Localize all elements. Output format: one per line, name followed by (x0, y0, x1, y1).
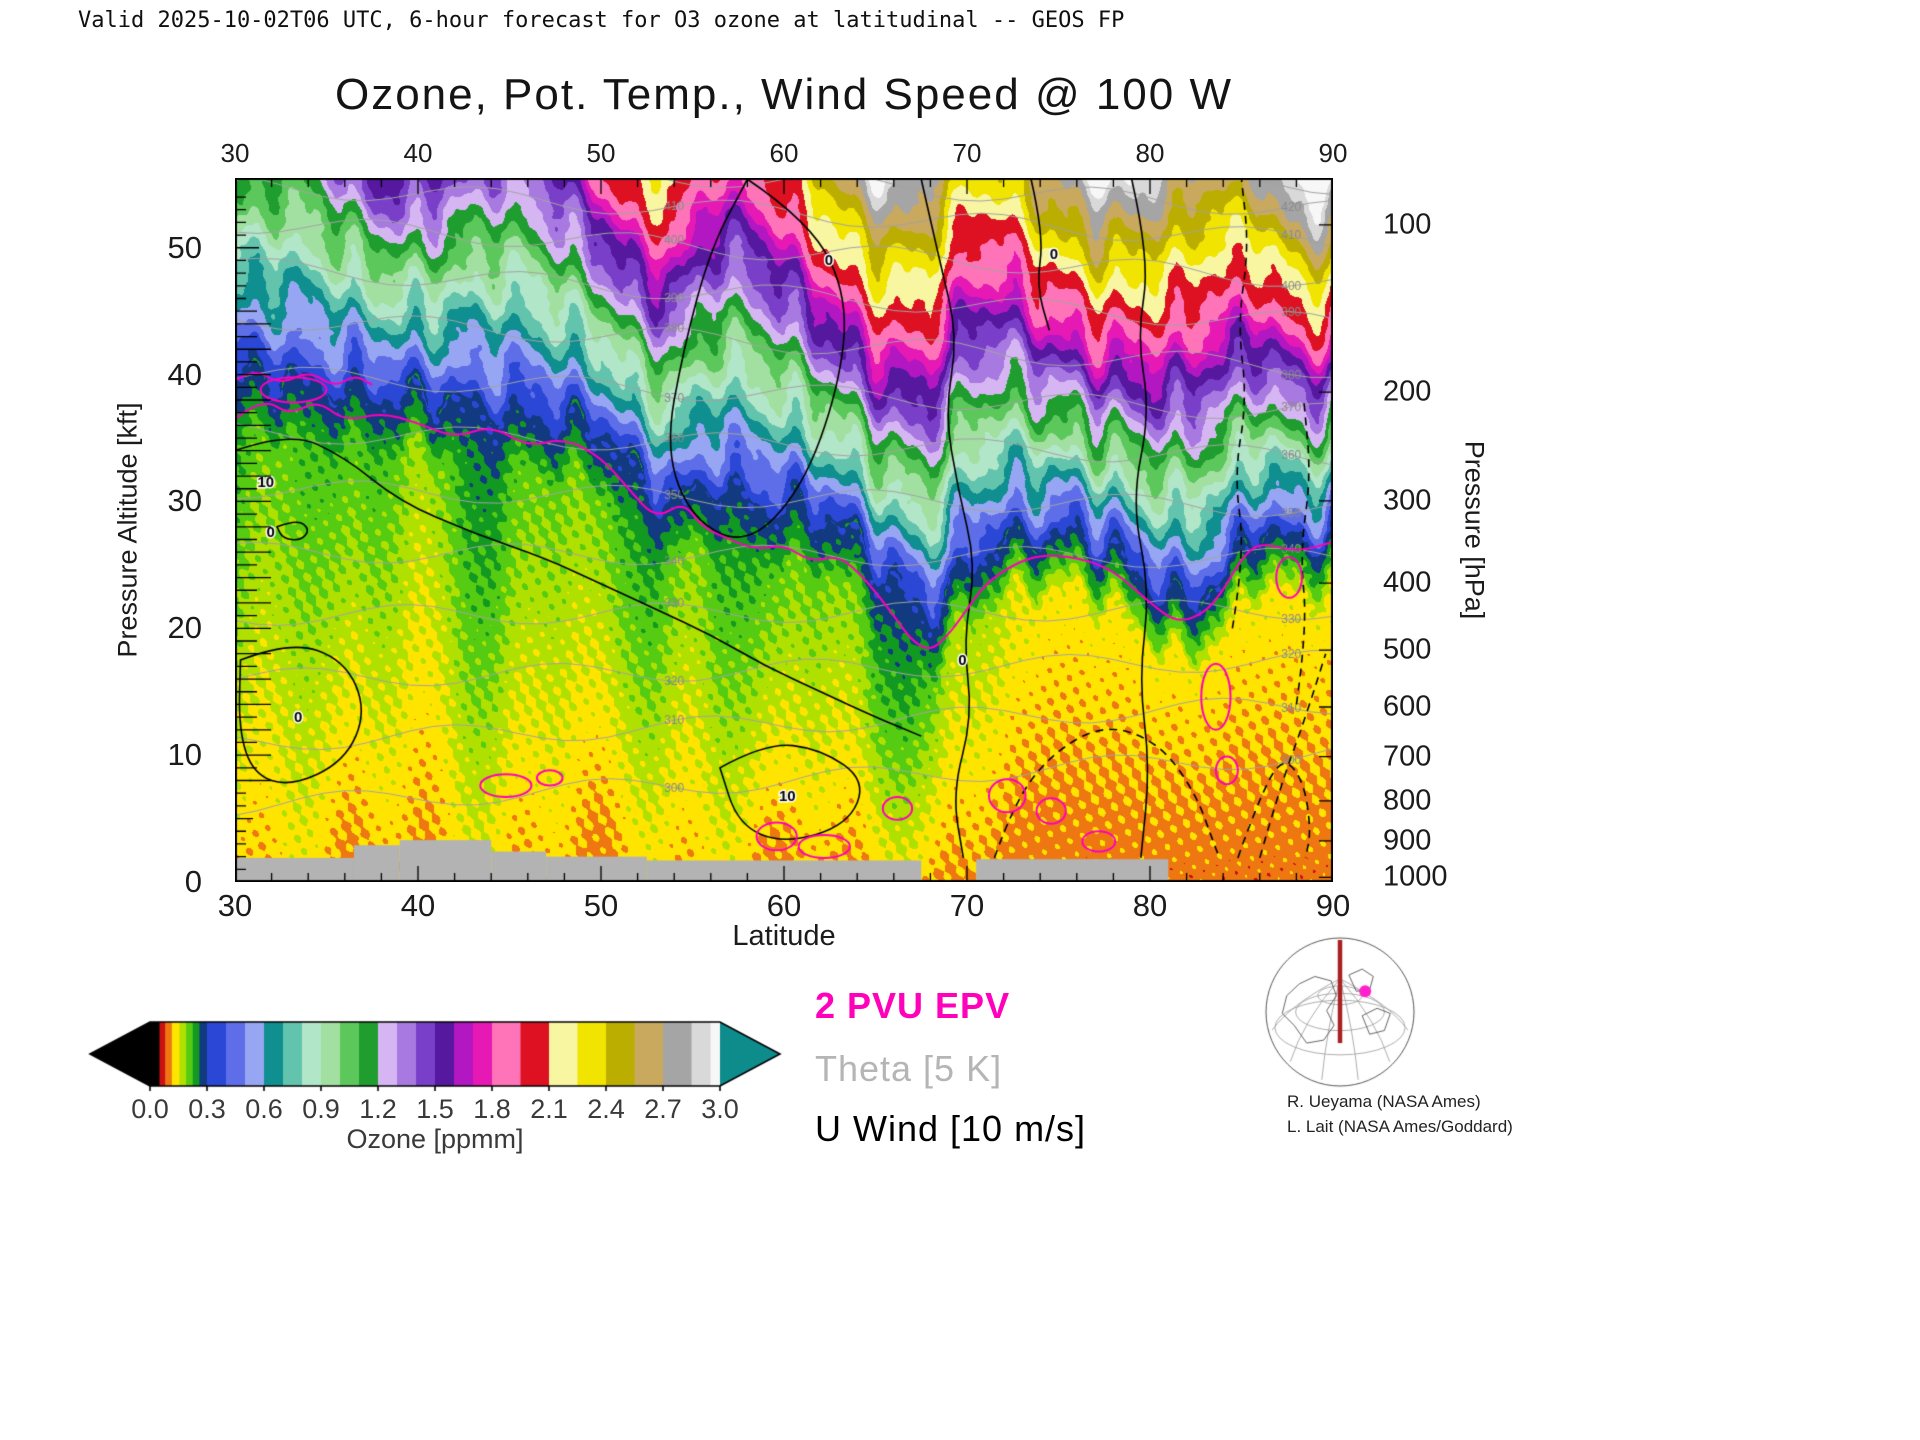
x-tick-label-top: 80 (1135, 138, 1165, 168)
x-tick-label: 30 (217, 888, 253, 923)
x-tick-label-top: 90 (1318, 138, 1348, 168)
y-tick-label-right: 200 (1383, 375, 1432, 408)
x-tick-label-top: 40 (403, 138, 433, 168)
x-tick-label-top: 60 (769, 138, 799, 168)
colorbar-tick-label: 1.8 (473, 1094, 511, 1124)
y-tick-label-left: 40 (167, 356, 202, 392)
legend-uwind: U Wind [10 m/s] (815, 1108, 1087, 1149)
colorbar-label: Ozone [ppmm] (346, 1124, 524, 1154)
x-tick-label-top: 50 (586, 138, 616, 168)
colorbar-tick-label: 0.9 (302, 1094, 340, 1124)
cross-section-plot (235, 178, 1333, 882)
location-globe-inset (1240, 930, 1445, 1090)
y-axis-label-right: Pressure [hPa] (1459, 440, 1490, 620)
colorbar-tick-label: 0.6 (245, 1094, 283, 1124)
x-tick-label: 60 (766, 888, 802, 923)
y-tick-label-right: 1000 (1383, 860, 1448, 893)
y-tick-label-right: 100 (1383, 208, 1432, 241)
y-tick-label-right: 900 (1383, 824, 1432, 857)
x-tick-label: 70 (949, 888, 985, 923)
y-tick-label-right: 800 (1383, 784, 1432, 817)
y-axis-label-left: Pressure Altitude [kft] (112, 402, 143, 658)
y-tick-label-right: 300 (1383, 484, 1432, 517)
y-tick-label-left: 0 (184, 864, 202, 899)
y-tick-label-right: 600 (1383, 690, 1432, 723)
x-tick-label-top: 70 (952, 138, 982, 168)
x-axis-label: Latitude (732, 920, 836, 952)
x-tick-label: 50 (583, 888, 619, 923)
y-tick-label-right: 700 (1383, 740, 1432, 773)
cross-section-canvas (235, 178, 1333, 882)
y-tick-label-right: 500 (1383, 633, 1432, 666)
colorbar-tick-label: 2.1 (530, 1094, 568, 1124)
y-tick-label-left: 10 (167, 737, 202, 773)
colorbar-tick-label: 1.2 (359, 1094, 397, 1124)
y-tick-label-left: 30 (167, 483, 202, 519)
x-tick-label: 40 (400, 888, 436, 923)
colorbar-tick-label: 2.4 (587, 1094, 625, 1124)
y-tick-label-left: 50 (167, 229, 202, 265)
y-tick-label-right: 400 (1383, 566, 1432, 599)
colorbar-tick-label: 0.3 (188, 1094, 226, 1124)
colorbar-tick-label: 1.5 (416, 1094, 454, 1124)
ozone-colorbar (88, 1016, 788, 1092)
credit-line-1: R. Ueyama (NASA Ames) (1287, 1092, 1481, 1111)
credit-line-2: L. Lait (NASA Ames/Goddard) (1287, 1117, 1513, 1136)
plot-title: Ozone, Pot. Temp., Wind Speed @ 100 W (334, 70, 1234, 119)
x-tick-label: 80 (1132, 888, 1168, 923)
valid-time-header: Valid 2025-10-02T06 UTC, 6-hour forecast… (78, 8, 1125, 33)
legend-pvu: 2 PVU EPV (815, 985, 1011, 1026)
legend-theta: Theta [5 K] (815, 1048, 1003, 1089)
colorbar-tick-label: 0.0 (131, 1094, 169, 1124)
y-tick-label-left: 20 (167, 610, 202, 646)
colorbar-tick-label: 3.0 (701, 1094, 739, 1124)
x-tick-label-top: 30 (220, 138, 250, 168)
colorbar-tick-label: 2.7 (644, 1094, 682, 1124)
x-tick-label: 90 (1315, 888, 1351, 923)
